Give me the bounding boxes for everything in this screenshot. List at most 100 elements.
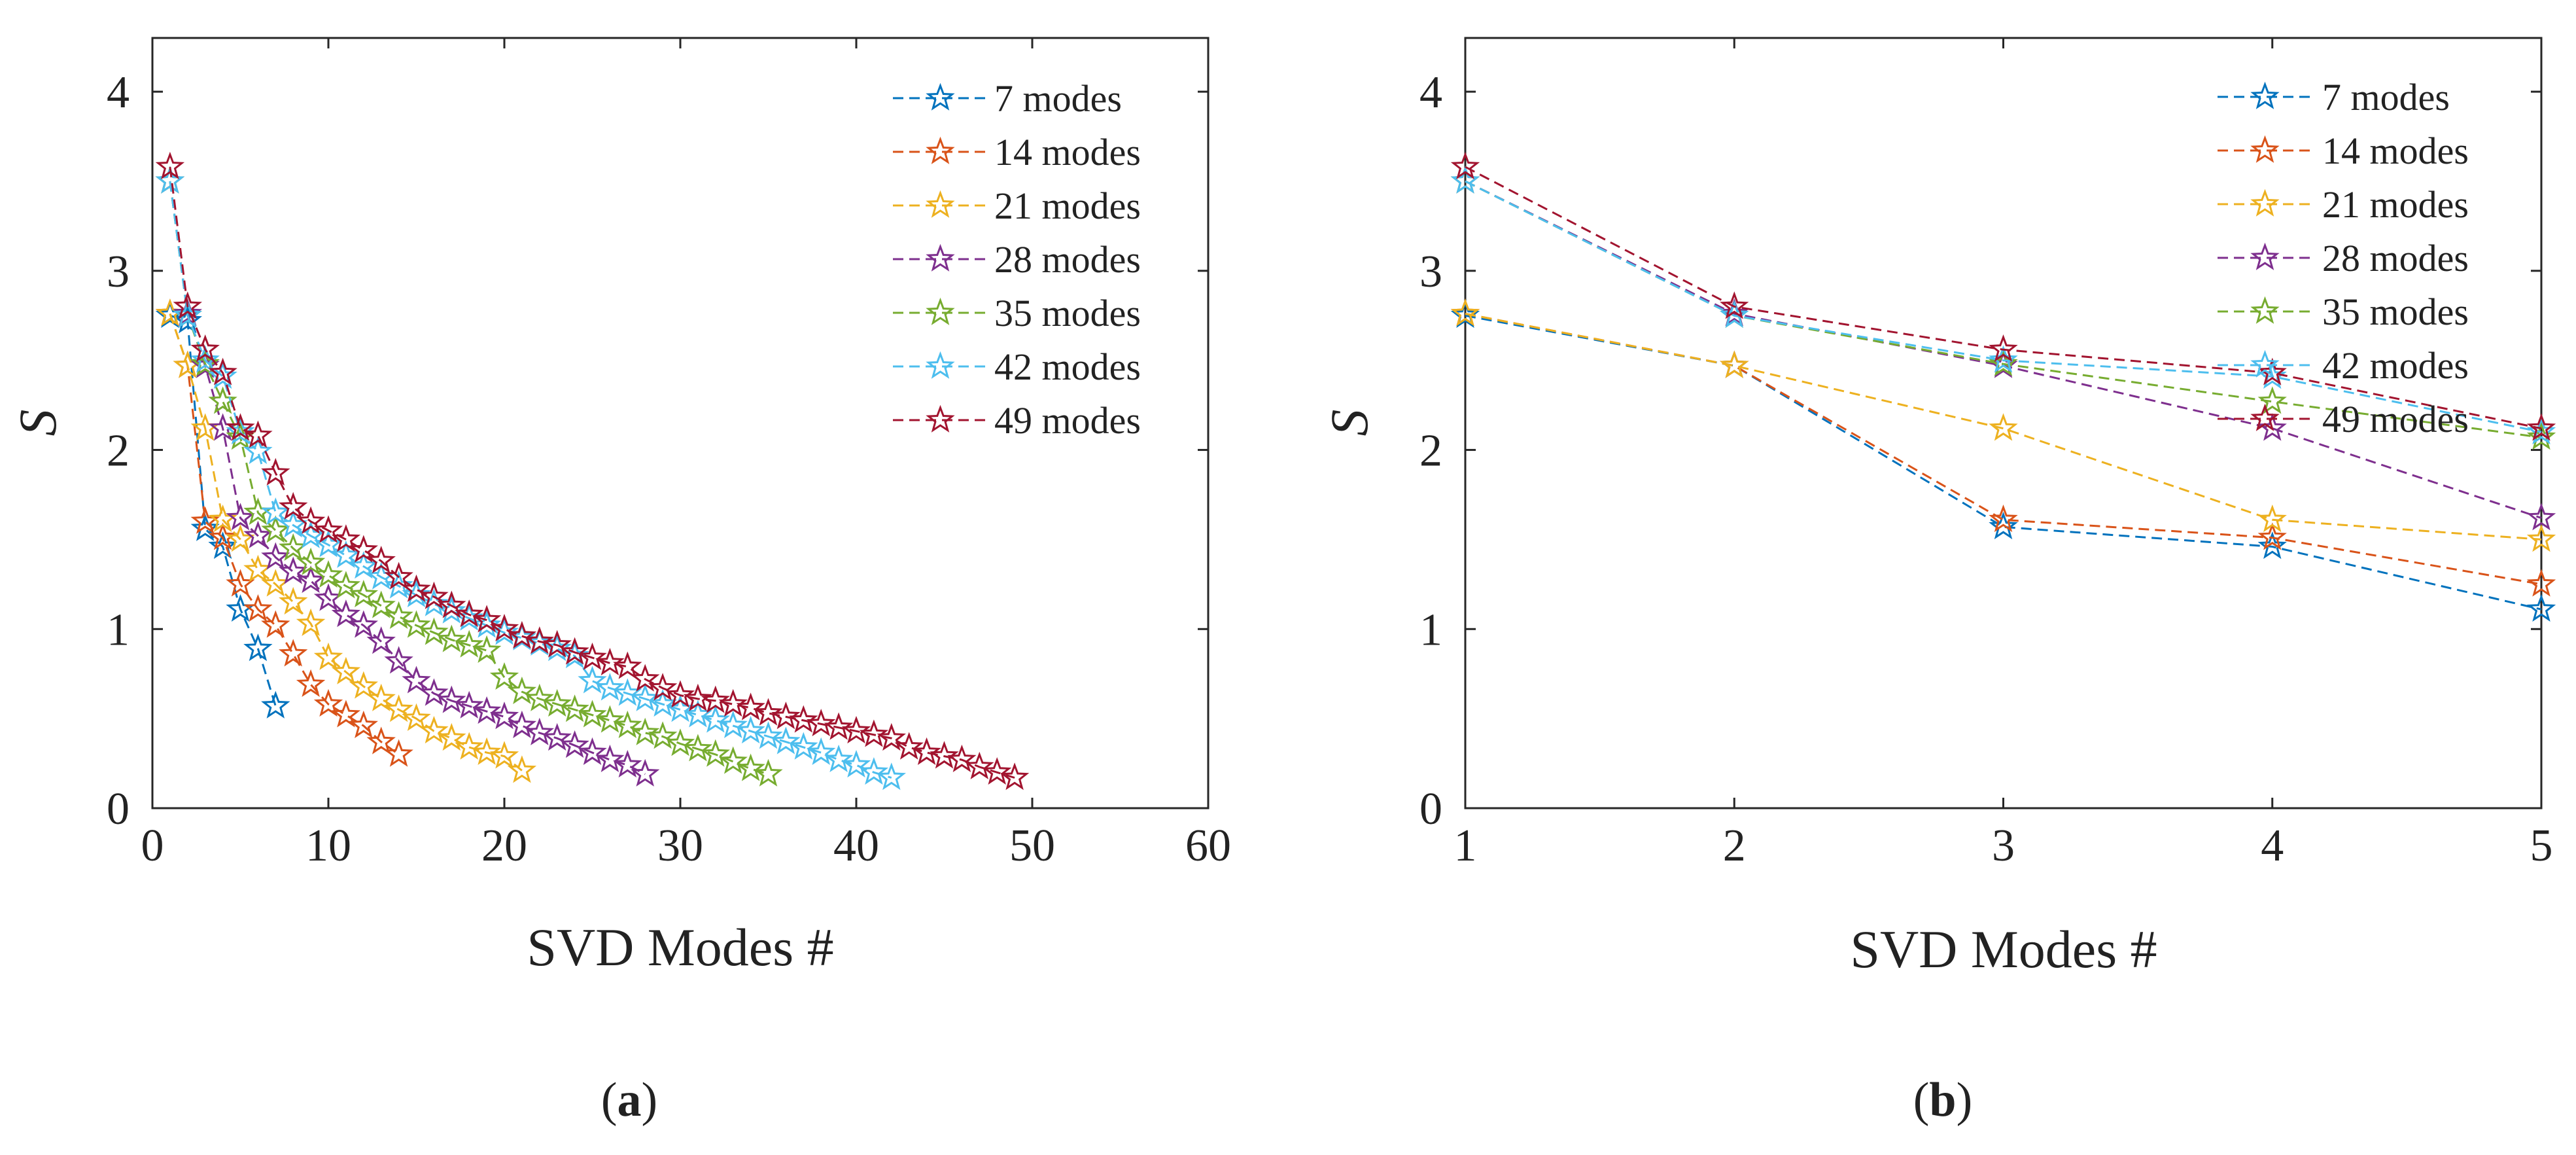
data-point [595, 744, 625, 772]
data-point [313, 688, 343, 717]
data-point [208, 531, 237, 560]
data-point [2526, 422, 2556, 450]
data-point [578, 700, 607, 728]
data-point [701, 739, 730, 767]
y-axis-label: S [1319, 410, 1379, 436]
y-tick-label: 0 [1419, 784, 1442, 834]
data-point [313, 515, 343, 543]
data-point [331, 524, 361, 552]
data-point [578, 737, 607, 765]
legend-marker [926, 82, 955, 111]
data-point [1720, 300, 1749, 329]
data-point [331, 599, 361, 628]
data-point [437, 685, 466, 713]
data-point [489, 702, 519, 730]
data-point [754, 758, 783, 787]
data-point [578, 642, 607, 670]
data-point [243, 554, 273, 582]
data-point [560, 694, 589, 722]
data-point [279, 533, 308, 561]
series-line-14-modes [169, 313, 400, 756]
data-point [437, 595, 466, 624]
data-point [2257, 386, 2287, 414]
data-point [455, 599, 484, 628]
data-point [243, 633, 273, 662]
data-point [613, 651, 642, 679]
data-point [701, 705, 730, 733]
y-tick-label: 1 [107, 605, 130, 655]
x-tick-label: 20 [481, 821, 527, 871]
data-point [807, 709, 836, 737]
data-point [2526, 594, 2556, 622]
legend-marker [2250, 135, 2280, 163]
data-point [560, 637, 589, 665]
data-point [419, 617, 449, 645]
x-tick-label: 10 [305, 821, 351, 871]
x-axis-label: SVD Modes # [1850, 919, 2157, 979]
legend-marker [2250, 81, 2280, 109]
data-point [718, 746, 748, 774]
data-point [542, 722, 572, 751]
data-point [665, 694, 695, 722]
data-point [648, 721, 678, 749]
caption-letter: b [1929, 1073, 1956, 1127]
data-point [631, 664, 660, 692]
data-point [384, 601, 413, 629]
data-point [754, 698, 783, 726]
data-point [313, 529, 343, 558]
data-point [279, 491, 308, 520]
data-point [613, 750, 642, 778]
data-point [2526, 569, 2556, 597]
data-point [578, 666, 607, 694]
legend-marker [926, 136, 955, 164]
data-point [366, 683, 396, 711]
data-point [472, 605, 502, 633]
caption-close-paren: ) [1957, 1073, 1973, 1127]
legend-label: 28 modes [2322, 237, 2469, 279]
data-point [366, 626, 396, 654]
legend-label: 42 modes [2322, 344, 2469, 387]
y-tick-label: 3 [107, 247, 130, 297]
data-point [472, 610, 502, 638]
legend-marker [926, 297, 955, 325]
data-point [402, 580, 431, 608]
data-point [631, 717, 660, 745]
legend-marker [2250, 188, 2280, 217]
legend-marker [2250, 242, 2280, 270]
data-point [2257, 504, 2287, 533]
legend-label: 28 modes [994, 238, 1141, 281]
data-point [2526, 413, 2556, 441]
data-point [841, 750, 871, 778]
legend-label: 42 modes [994, 346, 1141, 388]
data-point [261, 610, 290, 638]
data-point [437, 590, 466, 618]
x-tick-label: 2 [1723, 821, 1746, 871]
data-point [736, 692, 765, 720]
data-point [331, 656, 361, 684]
data-point [2526, 503, 2556, 531]
data-point [296, 520, 326, 548]
data-point [1989, 505, 2018, 533]
data-point [349, 580, 378, 608]
x-tick-label: 4 [2261, 821, 2284, 871]
data-point [965, 751, 994, 779]
legend-label: 49 modes [2322, 398, 2469, 440]
x-tick-label: 60 [1185, 821, 1231, 871]
legend-label: 14 modes [994, 131, 1141, 173]
plot-area [1464, 37, 2543, 809]
data-point [525, 626, 554, 654]
data-point [683, 734, 713, 762]
y-axis-label: S [8, 410, 67, 436]
data-point [366, 726, 396, 755]
data-point [296, 608, 326, 636]
data-point [313, 642, 343, 670]
data-point [366, 590, 396, 618]
series-line-42-modes [1465, 180, 2542, 433]
data-point [402, 666, 431, 694]
data-point [754, 721, 783, 749]
data-point [489, 614, 519, 642]
legend-label: 35 modes [2322, 291, 2469, 333]
data-point [190, 334, 220, 363]
data-point [930, 741, 959, 769]
